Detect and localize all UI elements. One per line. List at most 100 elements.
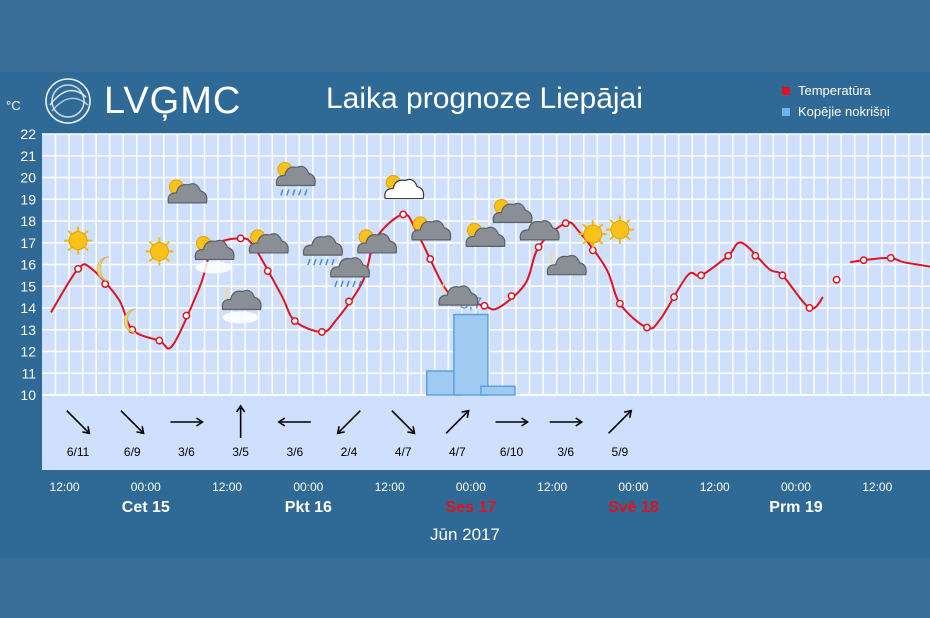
cloud-sun-white-icon bbox=[384, 175, 425, 200]
wind-label: 3/6 bbox=[286, 445, 303, 459]
temperature-point bbox=[643, 323, 651, 332]
bottom-band bbox=[0, 558, 930, 618]
rain-drop bbox=[352, 280, 356, 288]
temperature-point bbox=[724, 251, 733, 260]
temperature-point bbox=[101, 280, 110, 289]
rain-drop bbox=[325, 258, 329, 266]
small-moon bbox=[441, 281, 450, 298]
rain-drop bbox=[298, 189, 302, 196]
wind-arrow-head bbox=[575, 417, 584, 427]
temperature-point bbox=[859, 256, 868, 265]
wind-arrow-head bbox=[461, 409, 470, 418]
cloud-shape bbox=[384, 178, 425, 200]
cloud-sun-icon bbox=[248, 229, 289, 254]
precipitation-bar bbox=[480, 385, 516, 396]
sun-ray bbox=[67, 229, 73, 235]
cloud-sun-icon bbox=[357, 229, 398, 254]
y-tick-label: 12 bbox=[20, 344, 36, 360]
temperature-point bbox=[399, 210, 408, 219]
rain-drop bbox=[313, 258, 317, 266]
day-label: Svē 18 bbox=[608, 499, 659, 516]
cloud-shape bbox=[248, 233, 289, 254]
temperature-point bbox=[751, 251, 760, 260]
wind-label: 5/9 bbox=[612, 445, 629, 459]
wind-arrow-shaft bbox=[66, 410, 89, 433]
cloud-shape bbox=[519, 220, 560, 241]
wind-arrow-icon bbox=[170, 417, 204, 427]
wind-arrow-icon bbox=[391, 410, 416, 435]
sun-ray bbox=[148, 257, 154, 263]
wind-arrow-icon bbox=[66, 410, 91, 435]
sun-icon bbox=[145, 237, 174, 266]
x-tick-label: 00:00 bbox=[456, 480, 486, 494]
temperature-point bbox=[778, 271, 787, 280]
rain-drop bbox=[292, 189, 296, 196]
precipitation-bar bbox=[453, 313, 489, 396]
temperature-point bbox=[155, 336, 164, 345]
cloud-icon bbox=[519, 220, 560, 241]
temperature-point bbox=[886, 254, 895, 262]
temperature-point bbox=[345, 297, 353, 306]
wind-arrow-head bbox=[136, 426, 145, 435]
temperature-line bbox=[50, 213, 824, 350]
wind-arrow-icon bbox=[235, 404, 246, 438]
cloud-shape bbox=[411, 220, 452, 241]
wind-label: 3/6 bbox=[557, 445, 574, 459]
rain-drop bbox=[307, 258, 311, 266]
temperature-point bbox=[480, 301, 489, 310]
sun-ray bbox=[609, 219, 615, 225]
sun-icon bbox=[605, 215, 634, 244]
x-tick-label: 12:00 bbox=[537, 480, 567, 494]
lvgmc-logo-icon bbox=[45, 78, 91, 124]
rain-drop bbox=[286, 189, 290, 196]
x-tick-label: 00:00 bbox=[131, 480, 161, 494]
temperature-point bbox=[426, 255, 435, 264]
sun-disc bbox=[149, 241, 169, 261]
cloud-sun-icon bbox=[167, 179, 208, 204]
y-tick-label: 13 bbox=[20, 322, 36, 338]
temperature-point bbox=[670, 293, 679, 302]
wind-arrow-icon bbox=[277, 417, 311, 427]
sun-ray bbox=[598, 223, 604, 229]
cloud-rain-icon bbox=[302, 235, 343, 266]
y-tick-label: 17 bbox=[20, 235, 36, 251]
y-tick-label: 20 bbox=[20, 170, 36, 186]
wind-arrow-shaft bbox=[608, 411, 631, 434]
temperature-point bbox=[74, 264, 83, 273]
x-tick-label: 00:00 bbox=[293, 480, 323, 494]
y-tick-label: 22 bbox=[20, 126, 36, 142]
cloud-shape bbox=[330, 257, 370, 278]
sun-ray bbox=[67, 246, 73, 252]
wind-arrow-head bbox=[82, 426, 91, 435]
x-tick-label: 00:00 bbox=[781, 480, 811, 494]
wind-arrow-head bbox=[277, 417, 286, 427]
wind-label: 6/11 bbox=[67, 445, 90, 459]
wind-label: 6/10 bbox=[500, 445, 524, 459]
sun-ray bbox=[165, 240, 170, 246]
sun-ray bbox=[148, 240, 154, 246]
temperature-point bbox=[507, 292, 516, 300]
cloud-sun-fog-icon bbox=[194, 235, 235, 274]
cloud-moon-icon bbox=[438, 281, 479, 306]
moon-shape bbox=[96, 256, 110, 282]
rain-drop bbox=[319, 258, 323, 266]
x-tick-label: 12:00 bbox=[862, 480, 892, 494]
wind-arrow-head bbox=[623, 409, 633, 418]
wind-arrow-icon bbox=[549, 417, 584, 427]
cloud-shape bbox=[221, 289, 262, 311]
rain-drop bbox=[331, 258, 335, 266]
wind-label: 2/4 bbox=[341, 445, 358, 459]
rain-drop bbox=[334, 280, 338, 288]
temperature-point bbox=[263, 267, 272, 275]
temperature-point bbox=[317, 327, 326, 336]
sun-ray bbox=[625, 219, 631, 225]
cloud-shape bbox=[302, 235, 343, 256]
sun-ray bbox=[598, 239, 604, 245]
rain-drop bbox=[280, 189, 284, 196]
cloud-sun-icon bbox=[492, 198, 533, 224]
x-tick-label: 12:00 bbox=[50, 480, 80, 494]
sun-icon bbox=[64, 226, 93, 255]
day-label: Prm 19 bbox=[769, 499, 822, 516]
